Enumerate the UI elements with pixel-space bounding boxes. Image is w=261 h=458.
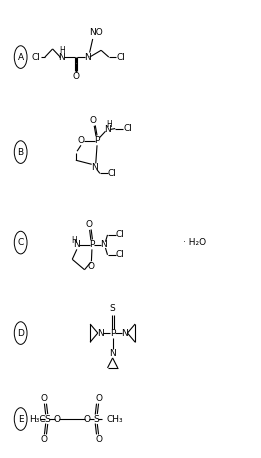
Text: CH₃: CH₃	[107, 414, 123, 424]
Text: · H₂O: · H₂O	[183, 238, 206, 247]
Text: N: N	[74, 240, 80, 249]
Text: D: D	[17, 328, 24, 338]
Text: N: N	[58, 53, 65, 61]
Text: A: A	[17, 53, 24, 61]
Text: H: H	[60, 46, 66, 55]
Text: O: O	[78, 136, 85, 145]
Text: O: O	[84, 414, 91, 424]
Text: Cl: Cl	[116, 250, 125, 259]
Text: H₃C: H₃C	[29, 414, 46, 424]
Text: N: N	[84, 53, 91, 61]
Text: N: N	[109, 349, 116, 358]
Text: H: H	[107, 120, 112, 130]
Text: P: P	[90, 240, 95, 249]
Text: Cl: Cl	[116, 230, 125, 240]
Text: O: O	[90, 116, 97, 125]
Text: Cl: Cl	[108, 169, 117, 178]
Text: S: S	[44, 414, 50, 424]
Text: N: N	[122, 328, 128, 338]
Text: E: E	[18, 414, 23, 424]
Text: O: O	[40, 394, 48, 403]
Text: S: S	[110, 304, 116, 313]
Text: O: O	[40, 435, 48, 444]
Text: Cl: Cl	[117, 53, 126, 61]
Text: NO: NO	[89, 27, 103, 37]
Text: N: N	[91, 164, 98, 172]
Text: O: O	[96, 435, 103, 444]
Text: Cl: Cl	[32, 53, 40, 61]
Text: O: O	[96, 394, 103, 403]
Text: O: O	[87, 262, 94, 271]
Text: C: C	[17, 238, 24, 247]
Text: B: B	[17, 147, 24, 157]
Text: O: O	[54, 414, 61, 424]
Text: S: S	[93, 414, 99, 424]
Text: N: N	[100, 240, 107, 249]
Text: N: N	[97, 328, 104, 338]
Text: Cl: Cl	[123, 124, 132, 133]
Text: P: P	[110, 328, 115, 338]
Text: H: H	[72, 236, 77, 245]
Text: O: O	[72, 71, 79, 81]
Text: O: O	[86, 220, 93, 229]
Text: N: N	[104, 125, 111, 134]
Text: P: P	[94, 136, 100, 145]
